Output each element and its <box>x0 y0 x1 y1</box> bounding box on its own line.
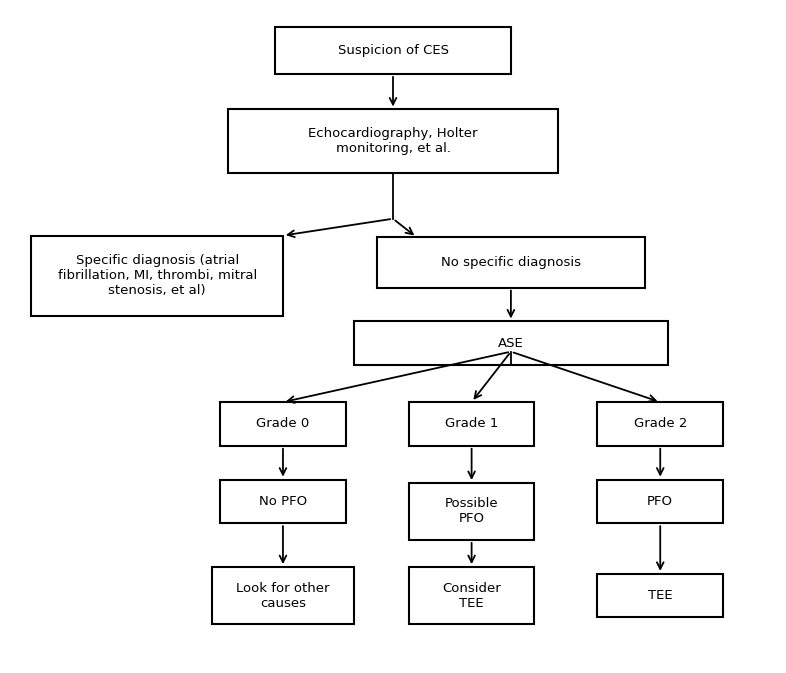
Text: Suspicion of CES: Suspicion of CES <box>337 44 449 57</box>
FancyBboxPatch shape <box>31 236 283 316</box>
Text: PFO: PFO <box>647 495 674 508</box>
FancyBboxPatch shape <box>212 567 354 625</box>
Text: Consider
TEE: Consider TEE <box>443 581 501 610</box>
FancyBboxPatch shape <box>597 573 723 618</box>
Text: Possible
PFO: Possible PFO <box>445 497 498 526</box>
Text: No PFO: No PFO <box>259 495 307 508</box>
FancyBboxPatch shape <box>409 567 534 625</box>
Text: TEE: TEE <box>648 589 673 602</box>
FancyBboxPatch shape <box>228 109 558 173</box>
Text: Grade 0: Grade 0 <box>256 417 310 431</box>
Text: Grade 1: Grade 1 <box>445 417 498 431</box>
Text: No specific diagnosis: No specific diagnosis <box>441 256 581 269</box>
Text: Look for other
causes: Look for other causes <box>237 581 329 610</box>
FancyBboxPatch shape <box>409 483 534 540</box>
FancyBboxPatch shape <box>597 402 723 446</box>
Text: Grade 2: Grade 2 <box>634 417 687 431</box>
Text: Specific diagnosis (atrial
fibrillation, MI, thrombi, mitral
stenosis, et al): Specific diagnosis (atrial fibrillation,… <box>57 254 257 297</box>
Text: ASE: ASE <box>498 336 523 350</box>
FancyBboxPatch shape <box>220 479 346 524</box>
FancyBboxPatch shape <box>275 27 511 74</box>
FancyBboxPatch shape <box>220 402 346 446</box>
FancyBboxPatch shape <box>597 479 723 524</box>
Text: Echocardiography, Holter
monitoring, et al.: Echocardiography, Holter monitoring, et … <box>308 127 478 155</box>
FancyBboxPatch shape <box>409 402 534 446</box>
FancyBboxPatch shape <box>377 238 645 288</box>
FancyBboxPatch shape <box>354 322 668 365</box>
